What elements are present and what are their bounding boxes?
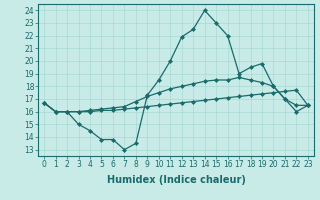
X-axis label: Humidex (Indice chaleur): Humidex (Indice chaleur) [107, 175, 245, 185]
